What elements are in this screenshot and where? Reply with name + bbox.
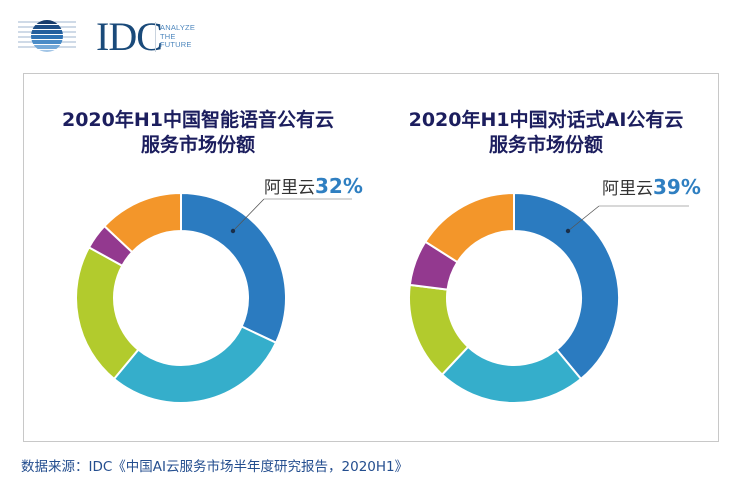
idc-logo: IDC ANALYZE THE FUTURE (18, 14, 218, 59)
chart-panel-conversational-ai: 2020年H1中国对话式AI公有云 服务市场份额 阿里云39% (372, 74, 720, 441)
callout-vendor: 阿里云 (264, 178, 315, 198)
donut-chart (408, 191, 620, 404)
donut-segment (513, 191, 620, 381)
chart-title-line-2: 服务市场份额 (140, 134, 255, 156)
donut-segment (440, 345, 583, 404)
chart-title-line-1: 2020年H1中国智能语音公有云 (61, 109, 334, 131)
donut-chart (75, 191, 287, 404)
callout-percent: 39% (653, 175, 701, 199)
logo-divider (155, 22, 156, 52)
chart-panel-voice: 2020年H1中国智能语音公有云 服务市场份额 阿里云32% (24, 74, 372, 441)
chart-title: 2020年H1中国智能语音公有云 服务市场份额 (24, 108, 372, 158)
logo-tagline: ANALYZE THE FUTURE (160, 23, 196, 50)
chart-title: 2020年H1中国对话式AI公有云 服务市场份额 (372, 108, 720, 158)
donut-segment (112, 325, 278, 404)
data-source-note: 数据来源：IDC《中国AI云服务市场半年度研究报告，2020H1》 (21, 459, 409, 475)
chart-frame: 2020年H1中国智能语音公有云 服务市场份额 阿里云32% 2020年H1中国… (23, 73, 719, 442)
tagline-line-3: FUTURE (160, 40, 192, 49)
callout-label: 阿里云39% (602, 177, 701, 199)
logo-wordmark: IDC (96, 14, 163, 59)
donut-segment (423, 191, 515, 264)
donut-segment (75, 246, 140, 381)
callout-leader-line (230, 198, 352, 234)
donut-segment (180, 191, 287, 345)
donut-segment (103, 191, 182, 254)
callout-label: 阿里云32% (264, 176, 363, 198)
callout-percent: 32% (315, 174, 363, 198)
striped-globe-icon (18, 20, 76, 52)
tagline-line-1: ANALYZE (160, 23, 196, 32)
chart-title-line-1: 2020年H1中国对话式AI公有云 (408, 109, 684, 131)
callout-leader-line (565, 205, 689, 234)
tagline-line-2: THE (160, 31, 176, 41)
chart-title-line-2: 服务市场份额 (488, 134, 603, 156)
callout-vendor: 阿里云 (602, 179, 653, 199)
